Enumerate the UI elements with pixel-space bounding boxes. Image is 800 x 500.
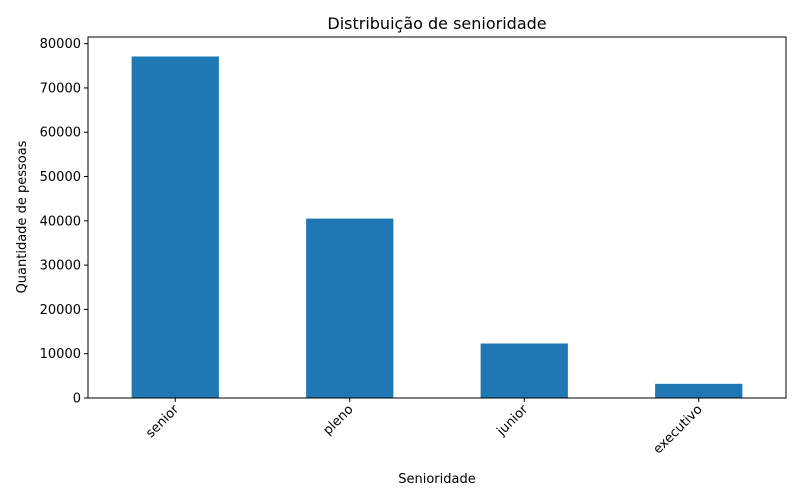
bars-group <box>131 56 743 399</box>
y-tick-label: 20000 <box>40 303 81 318</box>
x-axis: senior pleno junior executivo <box>143 398 706 457</box>
x-tick-label: junior <box>494 402 532 440</box>
x-tick-label: pleno <box>320 402 356 438</box>
y-tick-label: 80000 <box>40 37 81 52</box>
bar-pleno <box>306 218 394 398</box>
y-tick-label: 70000 <box>40 81 81 96</box>
x-axis-label: Senioridade <box>398 472 475 487</box>
bar-executivo <box>655 383 743 398</box>
y-axis: 0 10000 20000 30000 40000 50000 60000 70000 8000… <box>40 37 88 407</box>
y-tick-label: 30000 <box>40 259 81 274</box>
y-tick-label: 50000 <box>40 170 81 185</box>
plot-frame <box>87 36 787 399</box>
y-axis-label: Quantidade de pessoas <box>15 140 30 293</box>
y-tick-label: 0 <box>73 392 81 407</box>
chart-title: Distribuição de senioridade <box>327 14 546 33</box>
y-tick-label: 40000 <box>40 214 81 229</box>
bar-senior <box>131 56 219 399</box>
bar-junior <box>480 343 568 398</box>
y-tick-label: 10000 <box>40 347 81 362</box>
x-tick-label: executivo <box>651 402 706 457</box>
y-tick-label: 60000 <box>40 126 81 141</box>
x-tick-label: senior <box>143 402 182 441</box>
